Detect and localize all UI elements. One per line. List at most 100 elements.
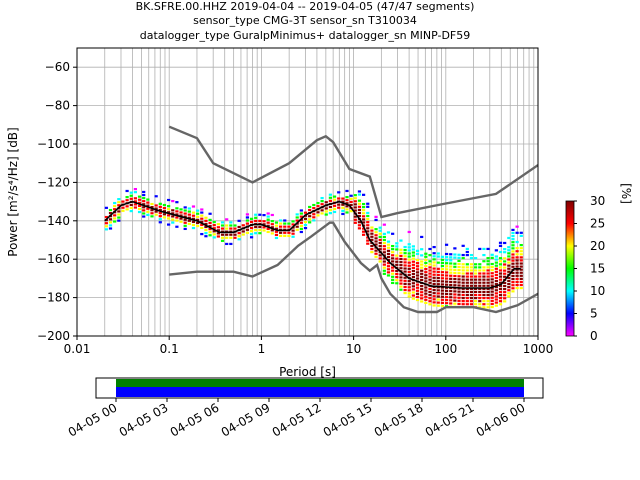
density-cell: [465, 287, 469, 290]
density-cell: [478, 284, 482, 287]
density-cell: [440, 298, 445, 301]
density-cell: [449, 296, 453, 299]
density-cell: [461, 253, 465, 257]
density-cell: [129, 203, 133, 207]
density-cell: [208, 234, 212, 237]
density-cell: [117, 213, 121, 216]
density-cell: [366, 230, 370, 233]
density-cell: [258, 213, 262, 216]
density-cell: [341, 197, 345, 200]
density-cell: [478, 293, 482, 297]
density-cell: [436, 273, 440, 277]
density-cell: [407, 264, 411, 267]
density-cell: [465, 263, 469, 266]
density-cell: [403, 285, 407, 289]
density-cell: [519, 283, 523, 287]
density-cell: [121, 209, 125, 212]
x-tick-label: 0.1: [160, 342, 179, 356]
density-cell: [279, 234, 283, 237]
density-cell: [490, 290, 494, 293]
colorbar-tick-label: 20: [590, 239, 605, 253]
density-cell: [420, 260, 424, 263]
density-cell: [220, 224, 225, 227]
low-noise-model-curve: [169, 221, 538, 314]
density-cell: [411, 291, 415, 294]
density-cell: [403, 255, 407, 258]
density-cell: [241, 230, 245, 233]
density-cell: [519, 250, 523, 253]
density-cell: [162, 207, 167, 210]
density-cell: [519, 262, 523, 265]
density-cell: [478, 269, 482, 272]
density-cell: [308, 218, 312, 221]
density-cell: [137, 204, 142, 207]
density-cell: [498, 297, 503, 300]
density-cell: [391, 254, 395, 257]
density-cell: [490, 281, 494, 284]
density-cell: [420, 248, 424, 251]
density-cell: [312, 207, 316, 210]
colorbar-label: [%]: [619, 183, 633, 204]
density-cell: [386, 268, 391, 271]
density-cell: [386, 271, 391, 274]
density-cell: [515, 259, 519, 262]
density-cell: [175, 213, 179, 216]
density-cell: [129, 210, 133, 213]
density-cell: [403, 288, 407, 292]
density-cell: [237, 219, 241, 222]
density-cell: [254, 229, 258, 232]
density-cell: [295, 216, 299, 219]
density-cell: [486, 303, 490, 306]
density-cell: [498, 275, 503, 278]
density-cell: [158, 208, 162, 212]
density-cell: [424, 255, 428, 258]
density-cell: [166, 214, 171, 217]
timeline-tick-label: 04-06 00: [474, 400, 528, 439]
density-cell: [328, 196, 333, 199]
density-cell: [370, 226, 374, 229]
density-cell: [291, 229, 295, 232]
density-cell: [494, 292, 498, 295]
density-cell: [370, 235, 374, 238]
density-cell: [200, 232, 204, 236]
chart-title-line1: BK.SFRE.00.HHZ 2019-04-04 -- 2019-04-05 …: [136, 0, 475, 13]
density-cell: [142, 200, 146, 203]
density-cell: [370, 229, 374, 232]
density-cell: [229, 221, 233, 224]
density-cell: [420, 269, 424, 272]
density-cell: [474, 263, 478, 266]
density-cell: [407, 246, 411, 249]
density-cell: [196, 212, 200, 215]
density-cell: [490, 253, 494, 256]
density-cell: [503, 260, 507, 263]
density-cell: [366, 218, 370, 221]
density-cell: [287, 222, 291, 225]
density-cell: [511, 253, 515, 256]
density-cell: [474, 296, 478, 300]
density-cell: [457, 290, 461, 293]
density-cell: [474, 293, 478, 297]
density-cell: [225, 218, 229, 221]
density-cell: [515, 250, 519, 253]
density-cell: [175, 201, 179, 204]
density-cell: [158, 218, 162, 221]
density-cell: [478, 287, 482, 290]
density-cell: [503, 263, 507, 266]
density-cell: [486, 260, 490, 263]
density-cell: [337, 206, 341, 209]
density-cell: [179, 217, 183, 220]
density-cell: [507, 270, 511, 273]
density-cell: [220, 221, 225, 224]
density-cell: [200, 223, 204, 226]
density-cell: [415, 283, 420, 286]
density-cell: [403, 245, 407, 249]
density-cell: [457, 265, 461, 269]
density-cell: [117, 198, 121, 201]
density-cell: [478, 278, 482, 281]
density-cell: [345, 211, 349, 214]
density-cell: [498, 269, 503, 272]
density-cell: [465, 278, 469, 281]
density-cell: [490, 272, 494, 275]
density-cell: [386, 262, 391, 265]
density-cell: [411, 260, 415, 263]
